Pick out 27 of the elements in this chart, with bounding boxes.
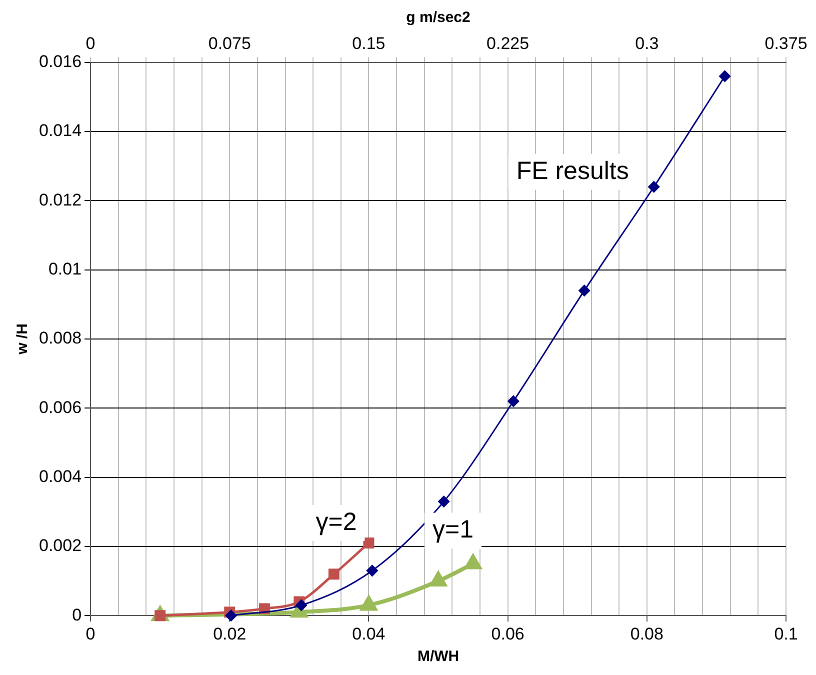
y-tick-label: 0.016 <box>38 52 82 72</box>
y-axis-title: w /H <box>14 324 32 356</box>
x2-axis-title: g m/sec2 <box>406 9 470 26</box>
x2-tick-label: 0.3 <box>635 34 659 53</box>
y-tick-label: 0.008 <box>38 328 82 348</box>
x-tick-label: 0.02 <box>213 624 246 644</box>
x2-tick-label: 0 <box>86 34 96 53</box>
series-label: γ=1 <box>432 516 474 544</box>
x-tick-label: 0 <box>86 624 96 644</box>
x2-tick-label: 0.075 <box>208 34 251 53</box>
x2-tick-label: 0.15 <box>352 34 386 53</box>
y-tick-label: 0.01 <box>48 260 82 279</box>
y-tick-label: 0 <box>72 605 82 624</box>
x2-tick-label: 0.375 <box>764 34 808 53</box>
x2-tick-label: 0.225 <box>486 34 530 53</box>
y-tick-label: 0.004 <box>38 466 82 486</box>
x-tick-label: 0.1 <box>774 624 798 644</box>
y-tick-label: 0.002 <box>38 536 82 556</box>
x-tick-label: 0.06 <box>491 624 524 644</box>
x-tick-label: 0.04 <box>352 624 386 644</box>
series-label: FE results <box>516 156 629 185</box>
y-tick-label: 0.012 <box>38 190 82 210</box>
y-tick-label: 0.014 <box>38 121 82 140</box>
y-tick-label: 0.006 <box>38 398 82 417</box>
series-label: γ=2 <box>316 508 357 536</box>
x-axis-title: M/WH <box>417 648 460 666</box>
x-tick-label: 0.08 <box>630 624 664 644</box>
